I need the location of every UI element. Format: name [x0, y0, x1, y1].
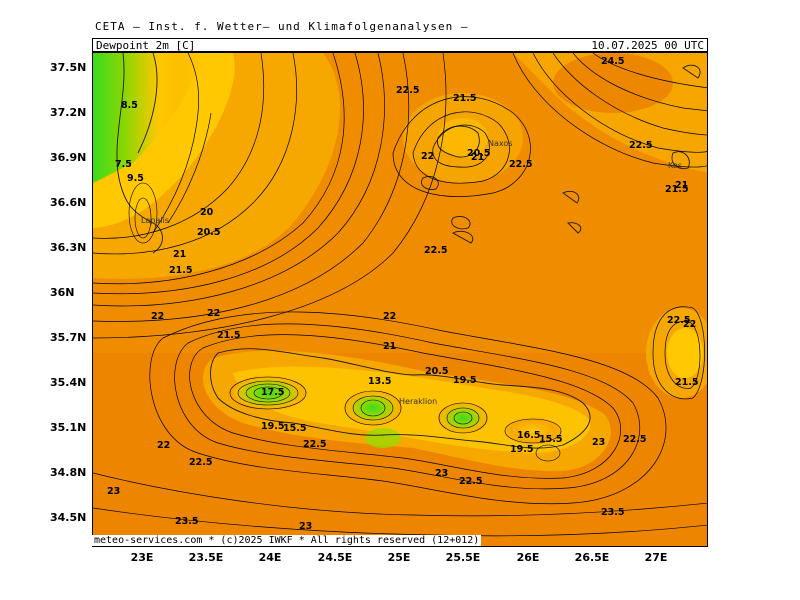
contour-label: 22.5	[629, 140, 652, 151]
footer-credit-text: meteo-services.com * (c)2025 IWKF * All …	[92, 535, 482, 546]
lat-label: 34.8N	[50, 466, 87, 479]
lat-label: 36.9N	[50, 151, 87, 164]
contour-label: 21.5	[453, 93, 476, 104]
contour-label: 8.5	[121, 100, 138, 111]
contour-label: 15.5	[283, 423, 306, 434]
contour-label: 19.5	[453, 375, 476, 386]
lon-label: 24.5E	[317, 551, 353, 564]
contour-label: 20.5	[467, 148, 490, 159]
dewpoint-map: Naxos Heraklion Kos Lapalis 22.5 21.5 20…	[92, 52, 708, 547]
title-bar: Dewpoint 2m [C] 10.07.2025 00 UTC	[92, 38, 708, 52]
lat-label: 36.6N	[50, 196, 87, 209]
contour-label: 23	[107, 486, 120, 497]
contour-label: 7.5	[115, 159, 132, 170]
place-kos: Kos	[668, 161, 682, 170]
contour-label: 22	[151, 311, 164, 322]
contour-label: 22	[383, 311, 396, 322]
footer-credit: meteo-services.com * (c)2025 IWKF * All …	[92, 535, 708, 547]
contour-label: 21.5	[169, 265, 192, 276]
lat-label: 35.4N	[50, 376, 87, 389]
contour-label: 21.5	[217, 330, 240, 341]
contour-label: 22.5	[667, 315, 690, 326]
contour-label: 21	[173, 249, 186, 260]
lon-label: 23.5E	[188, 551, 224, 564]
place-heraklion: Heraklion	[399, 397, 437, 406]
contour-label: 13.5	[368, 376, 391, 387]
lat-label: 36N	[50, 286, 75, 299]
lon-label: 27E	[644, 551, 668, 564]
contour-label: 21.5	[675, 377, 698, 388]
lon-label: 23E	[130, 551, 154, 564]
contour-label: 19.5	[510, 444, 533, 455]
contour-label: 19.5	[261, 421, 284, 432]
lat-label: 34.5N	[50, 511, 87, 524]
contour-label: 22	[157, 440, 170, 451]
contour-label: 23	[435, 468, 448, 479]
contour-label: 22.5	[509, 159, 532, 170]
map-svg: Naxos Heraklion Kos Lapalis 22.5 21.5 20…	[93, 53, 707, 546]
contour-label: 17.5	[261, 387, 284, 398]
contour-label: 22	[683, 319, 696, 330]
contour-label: 20	[200, 207, 214, 218]
contour-label: 22.5	[396, 85, 419, 96]
contour-lines	[93, 53, 707, 537]
contour-label: 23	[592, 437, 605, 448]
contour-label: 21	[383, 341, 396, 352]
lat-label: 37.2N	[50, 106, 87, 119]
contour-label: 22.5	[424, 245, 447, 256]
contour-label: 21	[471, 152, 484, 163]
contour-label: 23.5	[601, 507, 624, 518]
contour-label: 22	[207, 308, 220, 319]
place-naxos: Naxos	[488, 139, 512, 148]
lon-label: 26E	[516, 551, 540, 564]
contour-label: 16.5	[517, 430, 540, 441]
contour-value-labels: 22.5 21.5 20.5 22 21 22.5 8.5 7.5 9.5 20…	[107, 56, 698, 532]
lat-label: 35.7N	[50, 331, 87, 344]
contour-label: 9.5	[127, 173, 144, 184]
contour-label: 22.5	[303, 439, 326, 450]
contour-label: 24.5	[601, 56, 624, 67]
contour-label: 23	[299, 521, 312, 532]
contour-label: 22.5	[623, 434, 646, 445]
lat-label: 36.3N	[50, 241, 87, 254]
valid-time: 10.07.2025 00 UTC	[591, 39, 704, 52]
contour-label: 20.5	[197, 227, 220, 238]
lon-label: 24E	[258, 551, 282, 564]
contour-label: 21	[675, 180, 688, 191]
contour-label: 15.5	[539, 434, 562, 445]
contour-label: 22	[421, 151, 434, 162]
contour-label: 20.5	[425, 366, 448, 377]
place-lapalis: Lapalis	[141, 216, 169, 225]
provider-header: CETA — Inst. f. Wetter— und Klimafolgena…	[95, 20, 469, 33]
coastlines	[116, 53, 701, 449]
contour-label: 22.5	[189, 457, 212, 468]
lon-label: 25E	[387, 551, 411, 564]
contour-label: 22.5	[459, 476, 482, 487]
lat-label: 35.1N	[50, 421, 87, 434]
lon-label: 26.5E	[574, 551, 610, 564]
place-labels: Naxos Heraklion Kos Lapalis	[141, 139, 682, 406]
lon-label: 25.5E	[445, 551, 481, 564]
lat-label: 37.5N	[50, 61, 87, 74]
contour-label: 23.5	[175, 516, 198, 527]
parameter-title: Dewpoint 2m [C]	[96, 39, 196, 52]
contour-label: 21.5	[665, 184, 688, 195]
